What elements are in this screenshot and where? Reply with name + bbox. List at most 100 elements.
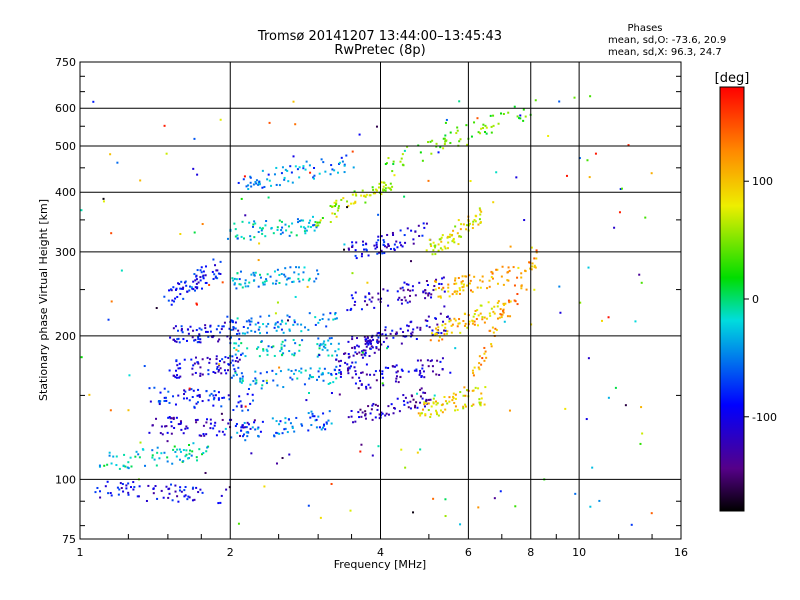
data-point	[283, 428, 286, 431]
data-point	[322, 342, 325, 345]
data-point	[223, 361, 226, 364]
data-point	[108, 451, 111, 454]
data-point	[468, 320, 471, 323]
data-point	[502, 308, 505, 311]
data-point	[141, 448, 144, 451]
data-point	[182, 338, 185, 341]
data-point	[354, 201, 357, 204]
data-point	[284, 417, 287, 420]
data-point	[284, 275, 287, 278]
data-point	[361, 189, 364, 192]
data-point	[216, 366, 219, 369]
data-point	[431, 365, 434, 368]
data-point	[275, 329, 278, 332]
data-point	[137, 495, 140, 498]
data-point	[236, 234, 239, 237]
data-point	[241, 332, 244, 335]
data-point	[193, 273, 196, 276]
data-point	[448, 236, 451, 239]
data-point	[310, 424, 313, 427]
data-point	[238, 278, 241, 281]
data-point	[191, 395, 194, 398]
data-point	[442, 320, 445, 323]
data-point	[286, 314, 289, 317]
data-point	[250, 320, 253, 323]
data-point	[454, 409, 457, 412]
data-point	[226, 335, 229, 338]
data-point	[392, 365, 395, 368]
data-point	[158, 457, 161, 460]
data-point	[565, 174, 568, 177]
data-point	[183, 389, 186, 392]
data-point	[237, 366, 240, 369]
data-point	[589, 505, 592, 508]
data-point	[261, 169, 264, 172]
data-point	[247, 431, 250, 434]
data-point	[353, 366, 356, 369]
data-point	[479, 209, 482, 212]
data-point	[298, 176, 301, 179]
data-point	[160, 452, 163, 455]
data-point	[334, 317, 337, 320]
data-point	[240, 342, 243, 345]
data-point	[195, 456, 198, 459]
data-point	[328, 410, 331, 413]
data-point	[175, 287, 178, 290]
data-point	[205, 389, 208, 392]
data-point	[280, 343, 283, 346]
data-point	[456, 232, 459, 235]
data-point	[444, 329, 447, 332]
data-point	[178, 341, 181, 344]
data-point	[287, 368, 290, 371]
data-point	[380, 343, 383, 346]
data-point	[120, 487, 123, 490]
data-point	[484, 130, 487, 133]
data-point	[179, 293, 182, 296]
data-point	[303, 383, 306, 386]
data-point	[126, 466, 129, 469]
data-point	[247, 387, 250, 390]
data-point	[420, 412, 423, 415]
data-point	[385, 162, 388, 165]
data-point	[483, 352, 486, 355]
data-point	[308, 221, 311, 224]
data-point	[395, 375, 398, 378]
data-point	[509, 315, 512, 318]
data-point	[254, 180, 257, 183]
data-point	[343, 163, 346, 166]
data-point	[148, 387, 151, 390]
data-point	[573, 96, 576, 99]
data-point	[589, 95, 592, 98]
data-point	[301, 339, 304, 342]
data-point	[119, 482, 122, 485]
data-point	[420, 375, 423, 378]
data-point	[371, 186, 374, 189]
data-point	[176, 338, 179, 341]
data-point	[191, 499, 194, 502]
data-point	[262, 379, 265, 382]
data-point	[199, 276, 202, 279]
data-point	[533, 257, 536, 260]
data-point	[475, 318, 478, 321]
data-point	[109, 409, 112, 412]
data-point	[464, 394, 467, 397]
data-point	[454, 319, 457, 322]
data-point	[465, 228, 468, 231]
data-point	[116, 486, 119, 489]
data-point	[439, 247, 442, 250]
data-point	[254, 323, 257, 326]
data-point	[513, 105, 516, 108]
data-point	[280, 220, 283, 223]
data-point	[152, 487, 155, 490]
data-point	[235, 333, 238, 336]
data-point	[217, 391, 220, 394]
data-point	[432, 241, 435, 244]
data-point	[300, 225, 303, 228]
data-point	[465, 389, 468, 392]
data-point	[193, 498, 196, 501]
data-point	[367, 292, 370, 295]
data-point	[574, 492, 577, 495]
data-point	[350, 307, 353, 310]
data-point	[244, 214, 247, 217]
